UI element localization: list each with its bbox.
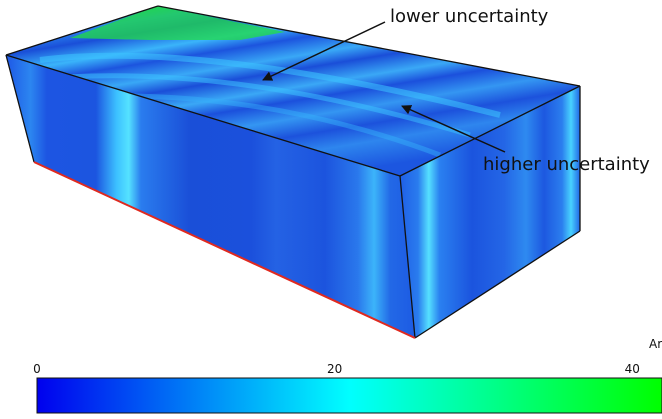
- colorbar-tick-label: 20: [327, 362, 342, 376]
- top-band-1: [39, 52, 501, 118]
- highlight-edge: [33, 161, 416, 339]
- lower-uncertainty-label: lower uncertainty: [390, 6, 549, 27]
- side-face: [400, 86, 580, 338]
- colorbar-tick-label: 40: [625, 362, 640, 376]
- colorbar-gradient: [36, 377, 662, 414]
- green-region: [70, 6, 285, 40]
- clipped-axis-label: Ar: [649, 337, 662, 351]
- higher-uncertainty-arrow: [401, 105, 506, 153]
- front-face: [6, 55, 415, 338]
- lower-uncertainty-arrow: [262, 21, 386, 81]
- annotations: lower uncertainty higher uncertainty: [262, 6, 650, 175]
- higher-uncertainty-label: higher uncertainty: [483, 154, 650, 175]
- volume-box: [5, 5, 581, 339]
- colorbar: 0 20 40: [33, 362, 662, 414]
- box-edges: [5, 5, 581, 339]
- top-band-2: [29, 73, 471, 138]
- colorbar-tick-label: 0: [33, 362, 41, 376]
- colorbar-ticks: 0 20 40: [33, 362, 640, 376]
